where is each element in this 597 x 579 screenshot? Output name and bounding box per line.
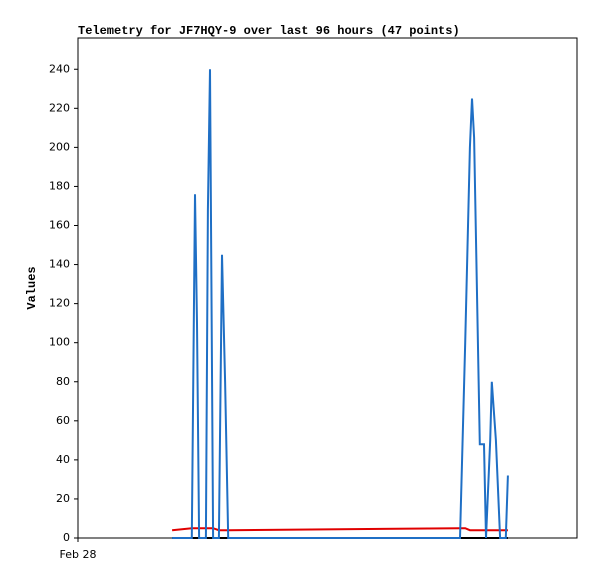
y-tick-label: 220 (49, 101, 70, 114)
x-tick-label: Feb 28 (60, 548, 97, 561)
y-tick-label: 240 (49, 62, 70, 75)
y-tick-label: 40 (56, 453, 70, 466)
series-line (171, 527, 508, 532)
y-tick-label: 100 (49, 336, 70, 349)
y-tick-label: 60 (56, 414, 70, 427)
y-tick-label: 20 (56, 492, 70, 505)
plot-frame (77, 37, 578, 539)
y-tick-label: 120 (49, 297, 70, 310)
y-tick-label: 180 (49, 179, 70, 192)
y-tick-label: 200 (49, 140, 70, 153)
chart-title: Telemetry for JF7HQY-9 over last 96 hour… (78, 24, 460, 38)
y-tick-label: 140 (49, 258, 70, 271)
y-axis-label: Values (25, 266, 39, 309)
y-tick-label: 160 (49, 219, 70, 232)
y-tick-label: 80 (56, 375, 70, 388)
series-line (172, 69, 509, 539)
y-tick-label: 0 (63, 531, 70, 544)
